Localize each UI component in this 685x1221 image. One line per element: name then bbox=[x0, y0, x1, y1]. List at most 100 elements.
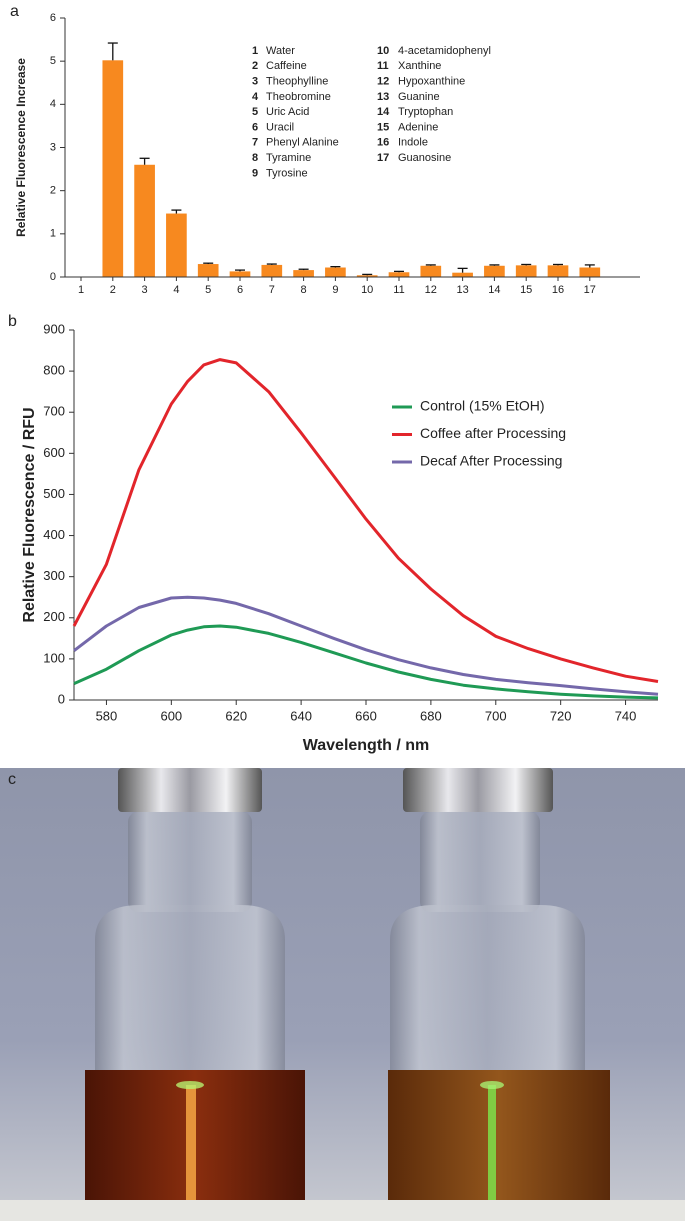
y-tick-label: 4 bbox=[50, 98, 56, 110]
legend-number: 1 bbox=[252, 45, 258, 57]
panel-label: b bbox=[8, 313, 17, 330]
series-line bbox=[73, 624, 659, 700]
legend-label: Decaf After Processing bbox=[420, 453, 562, 469]
legend-number: 9 bbox=[252, 167, 258, 179]
legend-name: Guanine bbox=[398, 91, 440, 103]
legend-name: Theophylline bbox=[266, 76, 328, 88]
bar bbox=[261, 264, 283, 277]
laser-beam bbox=[488, 1085, 496, 1200]
series-line bbox=[72, 358, 659, 683]
bar bbox=[452, 272, 473, 277]
x-tick-label: 7 bbox=[269, 284, 275, 296]
legend-name: Uracil bbox=[266, 121, 294, 133]
vial-neck bbox=[420, 812, 540, 912]
y-tick-label: 5 bbox=[50, 55, 56, 67]
legend-number: 14 bbox=[377, 106, 390, 118]
legend-number: 12 bbox=[377, 76, 389, 88]
x-tick-label: 620 bbox=[225, 708, 247, 723]
bar bbox=[197, 264, 219, 277]
legend-name: Guanosine bbox=[398, 152, 451, 164]
y-tick-label: 300 bbox=[43, 568, 65, 583]
x-tick-label: 15 bbox=[520, 284, 532, 296]
x-tick-label: 14 bbox=[488, 284, 500, 296]
bar bbox=[420, 265, 442, 277]
legend-name: Adenine bbox=[398, 121, 438, 133]
y-tick-label: 600 bbox=[43, 445, 65, 460]
x-tick-label: 10 bbox=[361, 284, 373, 296]
x-tick-label: 3 bbox=[142, 284, 148, 296]
panel-label: c bbox=[8, 771, 16, 788]
legend-name: Phenyl Alanine bbox=[266, 137, 339, 149]
x-tick-label: 9 bbox=[332, 284, 338, 296]
legend-number: 3 bbox=[252, 76, 258, 88]
legend-number: 7 bbox=[252, 137, 258, 149]
bar bbox=[229, 271, 251, 277]
y-tick-label: 400 bbox=[43, 527, 65, 542]
bar bbox=[547, 265, 569, 277]
x-tick-label: 680 bbox=[420, 708, 442, 723]
y-axis-label: Relative Fluorescence Increase bbox=[14, 58, 28, 237]
legend-name: Tyrosine bbox=[266, 167, 308, 179]
legend-number: 16 bbox=[377, 137, 389, 149]
legend-name: Water bbox=[266, 45, 295, 57]
y-axis-label: Relative Fluorescence / RFU bbox=[21, 407, 38, 622]
vial-neck bbox=[128, 812, 252, 912]
legend-name: Indole bbox=[398, 137, 428, 149]
x-tick-label: 11 bbox=[393, 284, 404, 296]
legend-number: 15 bbox=[377, 121, 389, 133]
legend-number: 4 bbox=[252, 91, 259, 103]
bar bbox=[293, 270, 314, 277]
x-tick-label: 2 bbox=[110, 284, 116, 296]
y-tick-label: 800 bbox=[43, 363, 65, 378]
legend-label: Control (15% EtOH) bbox=[420, 398, 544, 414]
laser-spot bbox=[176, 1081, 204, 1089]
x-tick-label: 640 bbox=[290, 708, 312, 723]
vial-left bbox=[85, 768, 305, 1200]
legend-number: 17 bbox=[377, 152, 389, 164]
vial-cap bbox=[403, 768, 553, 812]
x-tick-label: 6 bbox=[237, 284, 243, 296]
legend-number: 2 bbox=[252, 60, 258, 72]
x-tick-label: 740 bbox=[615, 708, 637, 723]
bar bbox=[166, 213, 187, 277]
legend-number: 11 bbox=[377, 60, 389, 72]
legend-name: Theobromine bbox=[266, 91, 331, 103]
legend-name: Tyramine bbox=[266, 152, 311, 164]
y-tick-label: 100 bbox=[43, 650, 65, 665]
bar bbox=[484, 265, 505, 277]
laser-beam bbox=[186, 1085, 196, 1200]
x-tick-label: 17 bbox=[584, 284, 596, 296]
y-tick-label: 0 bbox=[50, 271, 56, 283]
y-tick-label: 900 bbox=[43, 321, 65, 336]
x-tick-label: 600 bbox=[160, 708, 182, 723]
x-tick-label: 8 bbox=[301, 284, 307, 296]
vial-cap bbox=[118, 768, 262, 812]
y-tick-label: 1 bbox=[50, 228, 56, 240]
legend-label: Coffee after Processing bbox=[420, 425, 566, 441]
legend-number: 10 bbox=[377, 45, 389, 57]
vial-right bbox=[388, 768, 610, 1200]
bar bbox=[388, 272, 410, 277]
legend-name: Hypoxanthine bbox=[398, 76, 465, 88]
bar bbox=[579, 267, 601, 277]
x-tick-label: 5 bbox=[205, 284, 211, 296]
table-surface bbox=[0, 1200, 685, 1221]
y-tick-label: 500 bbox=[43, 486, 65, 501]
x-tick-label: 16 bbox=[552, 284, 564, 296]
legend-number: 8 bbox=[252, 152, 258, 164]
legend-name: Tryptophan bbox=[398, 106, 453, 118]
x-tick-label: 720 bbox=[550, 708, 572, 723]
x-tick-label: 1 bbox=[78, 284, 84, 296]
x-tick-label: 700 bbox=[485, 708, 507, 723]
x-tick-label: 13 bbox=[456, 284, 468, 296]
y-tick-label: 700 bbox=[43, 404, 65, 419]
vial-liquid bbox=[388, 1070, 610, 1200]
y-tick-label: 200 bbox=[43, 609, 65, 624]
bar bbox=[325, 267, 346, 277]
bar bbox=[102, 60, 124, 278]
x-tick-label: 660 bbox=[355, 708, 377, 723]
legend-number: 5 bbox=[252, 106, 258, 118]
laser-spot bbox=[480, 1081, 504, 1089]
legend-name: Caffeine bbox=[266, 60, 307, 72]
